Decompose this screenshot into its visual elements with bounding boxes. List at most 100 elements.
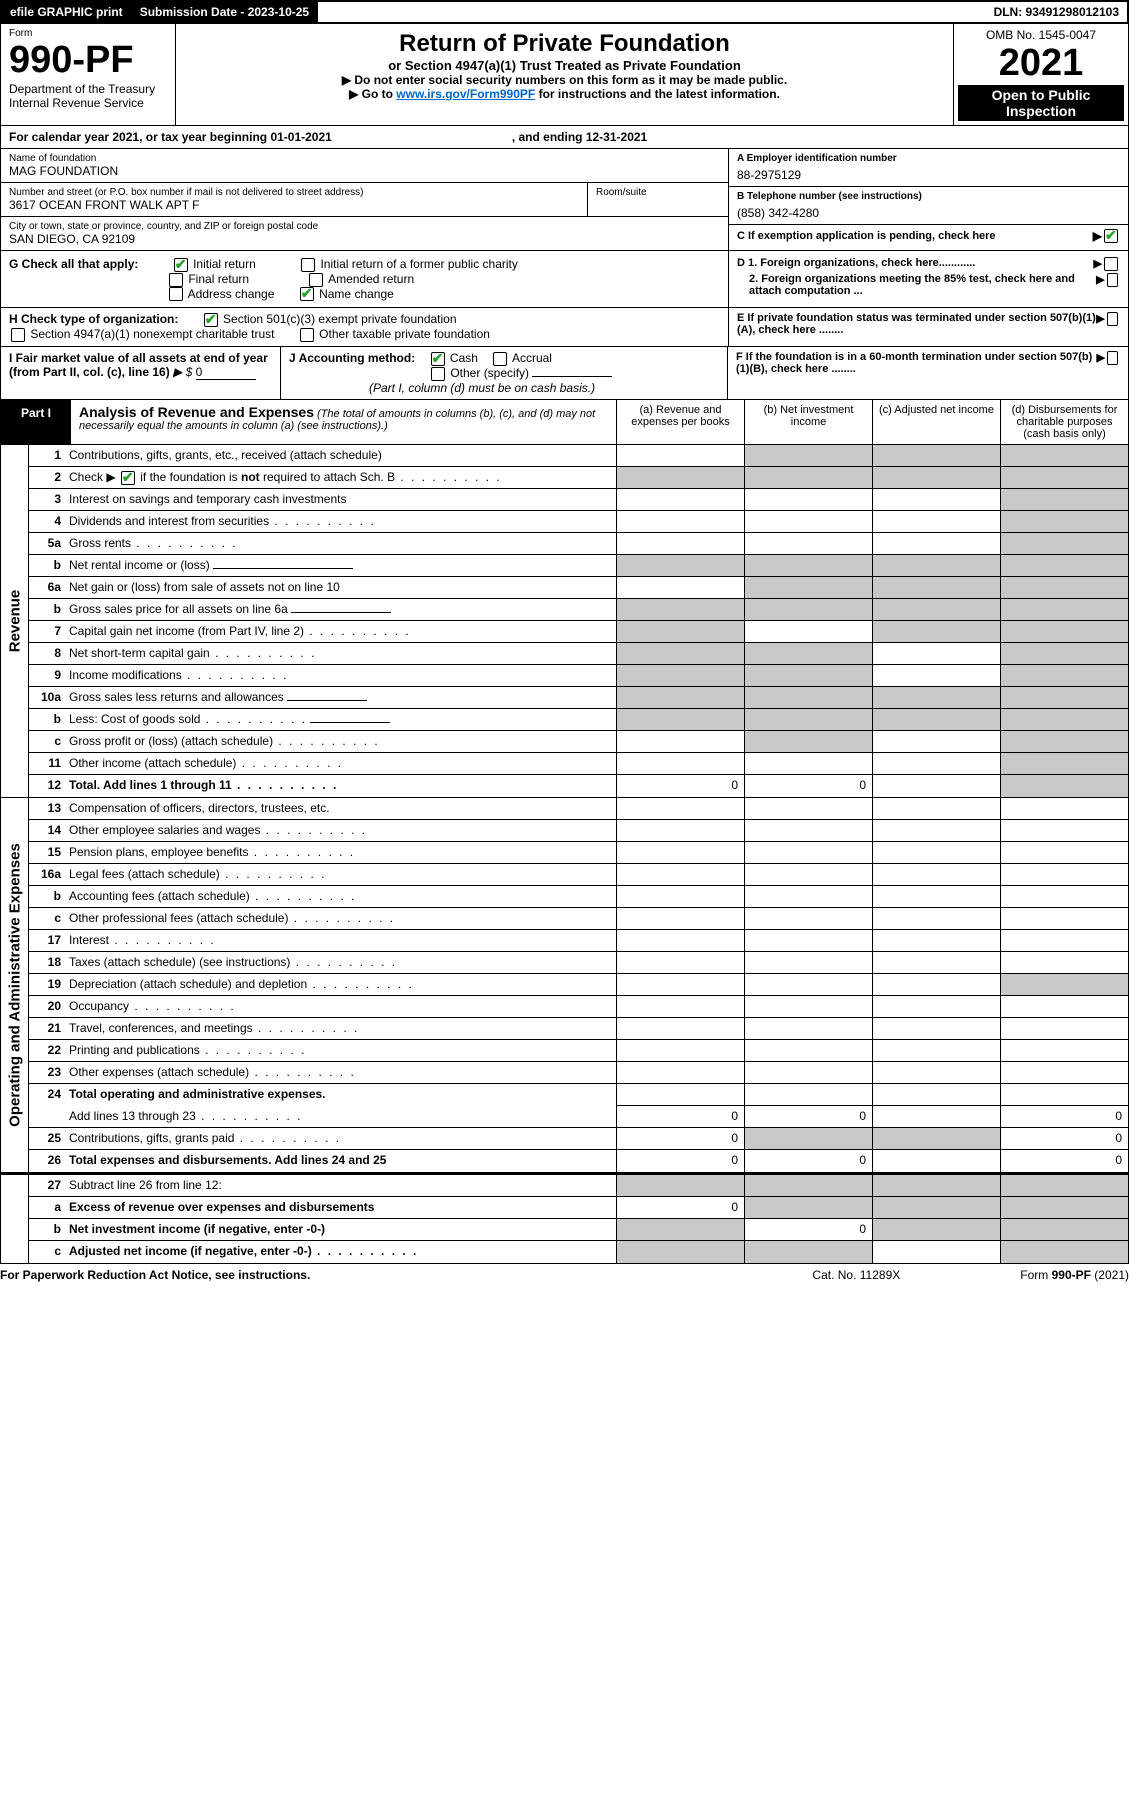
addr-label: Number and street (or P.O. box number if… [9,187,579,198]
irs-link[interactable]: www.irs.gov/Form990PF [396,87,535,101]
line-16a: Legal fees (attach schedule) [65,864,616,885]
footer-right: Form 990-PF (2021) [1020,1268,1129,1282]
line-10c: Gross profit or (loss) (attach schedule) [65,731,616,752]
schb-checkbox[interactable] [121,471,135,485]
i-value: 0 [196,365,256,380]
line-27a: Excess of revenue over expenses and disb… [65,1197,616,1218]
initial-former-checkbox[interactable] [301,258,315,272]
col-c-header: (c) Adjusted net income [872,400,1000,444]
line-1: Contributions, gifts, grants, etc., rece… [65,445,616,466]
initial-former-label: Initial return of a former public charit… [320,257,517,271]
line-14: Other employee salaries and wages [65,820,616,841]
f-checkbox[interactable] [1107,351,1118,365]
line-27: Subtract line 26 from line 12: [65,1175,616,1196]
phone-label: B Telephone number (see instructions) [737,191,1120,202]
cash-label: Cash [450,351,478,365]
form-header: Form 990-PF Department of the Treasury I… [0,24,1129,126]
part-label: Part I [1,400,71,444]
line-24-a: 0 [616,1106,744,1127]
line-7: Capital gain net income (from Part IV, l… [65,621,616,642]
amended-return-label: Amended return [328,272,414,286]
form-number: 990-PF [9,39,167,82]
cal-end: , and ending 12-31-2021 [512,130,647,144]
line-27b: Net investment income (if negative, ente… [65,1219,616,1240]
line-24: Total operating and administrative expen… [65,1084,616,1106]
footer-mid: Cat. No. 11289X [812,1268,900,1282]
accrual-checkbox[interactable] [493,352,507,366]
line-16b: Accounting fees (attach schedule) [65,886,616,907]
line-11: Other income (attach schedule) [65,753,616,774]
form-label: Form [9,28,167,39]
initial-return-checkbox[interactable] [174,258,188,272]
cash-checkbox[interactable] [431,352,445,366]
line-8: Net short-term capital gain [65,643,616,664]
section-i-j-f: I Fair market value of all assets at end… [0,347,1129,400]
line-25: Contributions, gifts, grants paid [65,1128,616,1149]
line-10b: Less: Cost of goods sold [65,709,616,730]
efile-label[interactable]: efile GRAPHIC print [2,2,132,22]
instr-2b: for instructions and the latest informat… [535,87,780,101]
line-16c: Other professional fees (attach schedule… [65,908,616,929]
h-opt3-checkbox[interactable] [300,328,314,342]
line-12: Total. Add lines 1 through 11 [65,775,616,797]
c-checkbox[interactable] [1104,229,1118,243]
h-opt1-checkbox[interactable] [204,313,218,327]
other-method-value [532,376,612,377]
line-26-d: 0 [1000,1150,1128,1172]
final-return-checkbox[interactable] [169,273,183,287]
line-5b: Net rental income or (loss) [65,555,616,576]
address-change-checkbox[interactable] [169,287,183,301]
line-9: Income modifications [65,665,616,686]
accrual-label: Accrual [512,351,552,365]
part-1-header: Part I Analysis of Revenue and Expenses … [0,400,1129,445]
d2-checkbox[interactable] [1107,273,1118,287]
line-23: Other expenses (attach schedule) [65,1062,616,1083]
final-return-label: Final return [188,272,249,286]
e-checkbox[interactable] [1107,312,1118,326]
other-method-label: Other (specify) [450,366,529,380]
line-6b: Gross sales price for all assets on line… [65,599,616,620]
section-g-d: G Check all that apply: Initial return I… [0,251,1129,308]
j-label: J Accounting method: [289,351,415,365]
d2-label: 2. Foreign organizations meeting the 85%… [749,273,1096,297]
line-24-b: 0 [744,1106,872,1127]
initial-return-label: Initial return [193,257,256,271]
d1-checkbox[interactable] [1104,257,1118,271]
expenses-table: Operating and Administrative Expenses 13… [0,798,1129,1173]
line-20: Occupancy [65,996,616,1017]
h-opt2-checkbox[interactable] [11,328,25,342]
line-12-b: 0 [744,775,872,797]
arrow-icon: ▶ [1094,257,1102,271]
line-15: Pension plans, employee benefits [65,842,616,863]
line-2: Check ▶ if the foundation is not require… [65,467,616,488]
room-label: Room/suite [596,187,720,198]
top-banner: efile GRAPHIC print Submission Date - 20… [0,0,1129,24]
expenses-side-label: Operating and Administrative Expenses [1,798,29,1172]
other-method-checkbox[interactable] [431,367,445,381]
line-10a: Gross sales less returns and allowances [65,687,616,708]
f-label: F If the foundation is in a 60-month ter… [736,351,1096,375]
address-change-label: Address change [188,287,275,301]
line-3: Interest on savings and temporary cash i… [65,489,616,510]
open-inspection: Open to Public Inspection [958,85,1124,121]
revenue-table: Revenue 1Contributions, gifts, grants, e… [0,445,1129,798]
i-prefix: ▶ $ [173,365,192,379]
line-27b-b: 0 [744,1219,872,1240]
foundation-name: MAG FOUNDATION [9,164,720,178]
line-25-a: 0 [616,1128,744,1149]
omb-number: OMB No. 1545-0047 [958,28,1124,42]
line-26-a: 0 [616,1150,744,1172]
calendar-year-row: For calendar year 2021, or tax year begi… [0,126,1129,149]
g-label: G Check all that apply: [9,257,138,271]
col-b-header: (b) Net investment income [744,400,872,444]
instr-1: ▶ Do not enter social security numbers o… [182,73,947,87]
arrow-icon: ▶ [1093,229,1102,243]
name-change-checkbox[interactable] [300,287,314,301]
line-27a-a: 0 [616,1197,744,1218]
line-21: Travel, conferences, and meetings [65,1018,616,1039]
j-note: (Part I, column (d) must be on cash basi… [369,381,595,395]
revenue-side-label: Revenue [1,445,29,797]
h-label: H Check type of organization: [9,312,178,326]
ein-label: A Employer identification number [737,153,1120,164]
h-opt1-label: Section 501(c)(3) exempt private foundat… [223,312,456,326]
